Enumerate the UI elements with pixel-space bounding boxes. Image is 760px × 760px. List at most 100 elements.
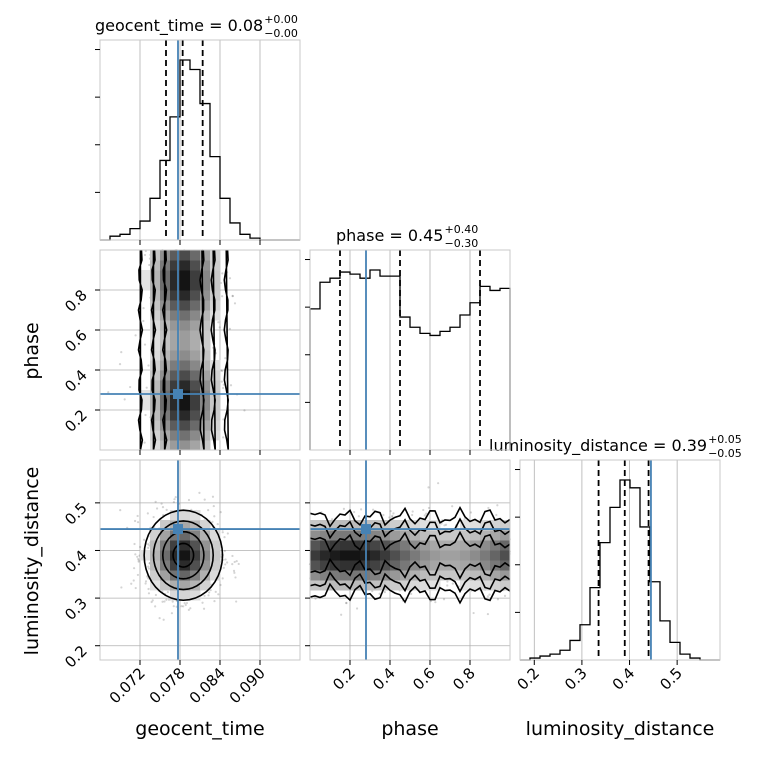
panel-frame-phase-luminosity_distance [309,459,511,661]
density-cell [200,350,211,361]
scatter-point [340,613,343,616]
scatter-point [487,506,490,510]
ytick-label-luminosity_distance-1: 0.3 [61,594,91,624]
density-cell [170,290,181,301]
density-cell [200,420,211,431]
density-cell [170,420,181,431]
scatter-point [129,385,132,389]
density-cell [350,520,361,531]
xtick-label-luminosity_distance-0: 0.2 [514,664,544,694]
density-cell [370,550,381,561]
density-cell [180,280,191,291]
title-geocent-time: geocent_time = 0.08 +0.00 −0.00 [95,13,298,40]
density-cell [370,570,381,581]
scatter-point [496,598,500,601]
density-cell [140,400,151,411]
density-cell [480,520,491,531]
panel-frame-geocent_time-phase [99,249,301,451]
density-cell [370,530,381,541]
scatter-point [213,515,216,518]
scatter-point [451,505,454,508]
scatter-point [221,272,224,275]
scatter-point [162,618,165,621]
scatter-point [133,542,136,546]
density-cell [150,430,161,441]
contour-geocent_time-luminosity_distance-3 [143,509,224,602]
scatter-point [144,580,148,583]
ytick-label-luminosity_distance-3: 0.5 [61,499,91,529]
density-cell [320,560,331,571]
scatter-point [353,510,356,514]
density-cell [190,330,201,341]
scatter-point [233,560,236,564]
density-cell [140,390,151,401]
ytick-label-luminosity_distance-0: 0.2 [61,642,91,672]
density-cell [200,540,211,551]
scatter-point [158,616,161,620]
density-cell [200,250,211,261]
scatter-point [330,518,334,521]
density-cell [490,530,501,541]
truth-marker-phase-luminosity_distance [361,524,371,535]
scatter-point [142,538,146,541]
scatter-point [143,441,146,444]
density-cell [170,530,181,541]
scatter-point [154,500,157,503]
scatter-point [187,498,191,502]
density-cell [180,260,191,271]
scatter-point [451,582,454,585]
density-cell [200,550,211,561]
density-cell [180,250,191,261]
density-cell [330,520,341,531]
density-cell [190,580,201,591]
density-cell [170,300,181,311]
scatter-point [182,605,185,608]
scatter-point [221,531,224,534]
scatter-point [146,512,149,515]
scatter-point [345,602,348,605]
scatter-point [221,577,224,580]
density-cell [500,570,511,581]
density-cell [180,400,191,411]
scatter-point [224,357,227,360]
scatter-point [357,515,360,518]
density-cell [430,550,441,561]
density-cell [170,510,181,521]
density-cell [160,550,171,561]
density-cell [420,580,431,591]
density-cell [190,320,201,331]
density-cell [480,530,491,541]
density-cell [330,530,341,541]
scatter-point [136,521,140,524]
scatter-point [160,502,163,505]
scatter-point [222,436,225,439]
title-luminosity-distance-minus: −0.05 [708,447,742,460]
scatter-point [425,512,428,515]
scatter-point [173,498,176,501]
density-cell [190,550,201,561]
density-cell [180,380,191,391]
scatter-point [219,583,222,587]
density-cell [500,560,511,571]
density-cell [470,580,481,591]
density-cell [440,550,451,561]
scatter-point [243,409,246,412]
scatter-point [371,590,374,593]
scatter-point [463,518,466,521]
density-cell [190,280,201,291]
density-cell [150,550,161,561]
panel-frame-luminosity_distance [519,459,721,661]
scatter-point [137,557,140,561]
scatter-point [136,573,140,577]
density-cell [170,540,181,551]
density-cell [170,370,181,381]
density-cell [410,540,421,551]
xtick-label-phase-2: 0.6 [409,664,439,694]
density-cell [410,560,421,571]
xtick-label-phase-1: 0.4 [369,664,399,694]
density-cell [410,580,421,591]
density-cell [190,300,201,311]
density-cell [390,530,401,541]
scatter-point [217,321,220,324]
scatter-point [147,592,151,595]
